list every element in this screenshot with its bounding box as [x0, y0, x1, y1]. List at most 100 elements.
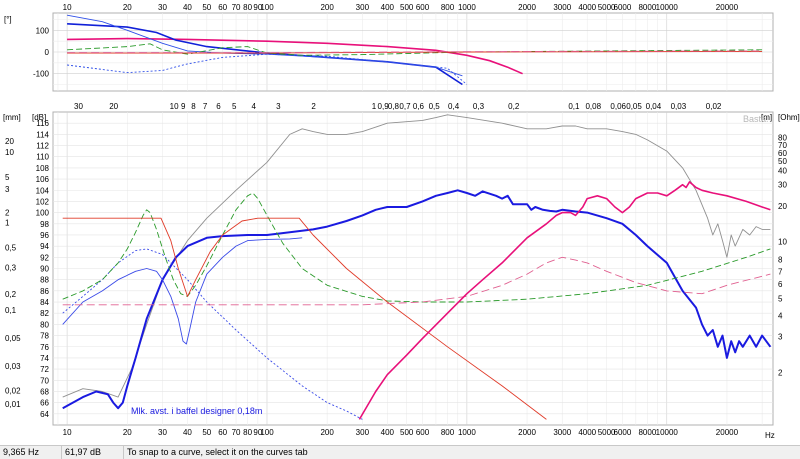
impedance-tick-label: 10 — [778, 238, 787, 247]
spl-tick-label: 102 — [36, 197, 50, 206]
frequency-tick-label: 500 — [400, 428, 414, 437]
impedance-tick-label: 60 — [778, 149, 787, 158]
magnitude-chart[interactable]: 1161141121101081061041021009896949290888… — [0, 100, 800, 445]
excursion-tick-label: 0,03 — [5, 362, 21, 371]
impedance-tick-label: 40 — [778, 167, 787, 176]
status-frequency: 9,365 Hz — [0, 446, 62, 459]
wavelength-axis-unit: [m] — [761, 113, 772, 122]
wavelength-tick-label: 8 — [191, 102, 196, 111]
wavelength-tick-label: 3 — [276, 102, 281, 111]
phase-x-tick-label: 500 — [400, 3, 414, 12]
phase-x-tick-label: 8000 — [638, 3, 656, 12]
frequency-tick-label: 3000 — [553, 428, 571, 437]
spl-tick-label: 98 — [40, 220, 49, 229]
wavelength-tick-label: 0,03 — [671, 102, 687, 111]
wavelength-tick-label: 0,04 — [646, 102, 662, 111]
wavelength-tick-label: 0,2 — [508, 102, 520, 111]
magnitude-series-red-thin — [62, 217, 547, 420]
frequency-tick-label: 60 — [218, 428, 227, 437]
frequency-tick-label: 600 — [416, 428, 430, 437]
phase-x-tick-label: 10 — [63, 3, 72, 12]
wavelength-tick-label: 1 — [372, 102, 377, 111]
phase-x-tick-label: 1000 — [458, 3, 476, 12]
spl-tick-label: 68 — [40, 387, 49, 396]
wavelength-tick-label: 0,9 — [378, 102, 390, 111]
wavelength-tick-label: 0,05 — [626, 102, 642, 111]
magnitude-grid — [53, 112, 773, 425]
wavelength-tick-label: 0,08 — [585, 102, 601, 111]
excursion-tick-label: 10 — [5, 148, 14, 157]
excursion-tick-label: 0,05 — [5, 334, 21, 343]
frequency-tick-label: 5000 — [598, 428, 616, 437]
excursion-tick-label: 0,1 — [5, 306, 17, 315]
status-level: 61,97 dB — [62, 446, 124, 459]
spl-tick-label: 84 — [40, 298, 49, 307]
excursion-tick-label: 0,3 — [5, 263, 17, 272]
phase-x-tick-label: 30 — [158, 3, 167, 12]
spl-tick-label: 72 — [40, 365, 49, 374]
frequency-tick-label: 40 — [183, 428, 192, 437]
excursion-tick-label: 2 — [5, 209, 10, 218]
frequency-tick-label: 10 — [63, 428, 72, 437]
x-axis-unit: Hz — [765, 431, 775, 440]
phase-x-tick-label: 10000 — [656, 3, 679, 12]
magnitude-series-blue-dotted — [62, 248, 363, 420]
magnitude-series-blue-thin — [62, 237, 303, 345]
magnitude-series-pink-dashed — [62, 256, 771, 306]
phase-series-pink-solid — [67, 37, 523, 75]
excursion-tick-label: 0,5 — [5, 243, 17, 252]
spl-axis-unit: [dB] — [32, 113, 46, 122]
phase-series-group — [67, 14, 763, 86]
frequency-tick-label: 50 — [202, 428, 211, 437]
wavelength-tick-label: 6 — [216, 102, 221, 111]
wavelength-tick-label: 2 — [311, 102, 316, 111]
magnitude-series-gray — [62, 114, 771, 398]
frequency-tick-label: 20000 — [716, 428, 739, 437]
wavelength-tick-label: 20 — [109, 102, 118, 111]
wavelength-tick-label: 9 — [181, 102, 186, 111]
frequency-tick-label: 800 — [441, 428, 455, 437]
spl-tick-label: 104 — [36, 186, 50, 195]
phase-x-tick-label: 6000 — [614, 3, 632, 12]
phase-x-tick-label: 4000 — [578, 3, 596, 12]
frequency-tick-label: 2000 — [518, 428, 536, 437]
impedance-tick-label: 50 — [778, 157, 787, 166]
wavelength-tick-label: 0,8 — [388, 102, 400, 111]
frequency-tick-label: 4000 — [578, 428, 596, 437]
phase-x-tick-label: 60 — [218, 3, 227, 12]
magnitude-series-blue-main — [62, 189, 772, 410]
spl-tick-label: 86 — [40, 287, 49, 296]
spl-tick-label: 82 — [40, 309, 49, 318]
wavelength-tick-label: 7 — [203, 102, 208, 111]
wavelength-tick-label: 10 — [170, 102, 179, 111]
excursion-tick-label: 5 — [5, 173, 10, 182]
phase-y-tick-label: -100 — [33, 70, 50, 79]
spl-tick-label: 64 — [40, 410, 49, 419]
magnitude-curves — [62, 114, 772, 420]
phase-series-red-thin — [67, 50, 763, 54]
wavelength-tick-label: 0,1 — [568, 102, 580, 111]
magnitude-axis-labels: 1161141121101081061041021009896949290888… — [5, 102, 787, 437]
spl-tick-label: 70 — [40, 376, 49, 385]
spl-tick-label: 90 — [40, 265, 49, 274]
spl-tick-label: 94 — [40, 242, 49, 251]
impedance-axis-unit: [Ohm] — [778, 113, 800, 122]
impedance-tick-label: 30 — [778, 181, 787, 190]
frequency-tick-label: 1000 — [458, 428, 476, 437]
phase-y-tick-label: 0 — [45, 48, 50, 57]
watermark-text: Basta! — [743, 114, 769, 124]
phase-series-blue-dotted — [67, 53, 468, 85]
phase-x-tick-label: 200 — [320, 3, 334, 12]
phase-x-tick-label: 20 — [123, 3, 132, 12]
spl-tick-label: 110 — [36, 153, 49, 162]
phase-x-tick-label: 90 — [253, 3, 262, 12]
frequency-tick-label: 400 — [381, 428, 395, 437]
phase-x-tick-label: 5000 — [598, 3, 616, 12]
excursion-tick-label: 0,02 — [5, 386, 21, 395]
spl-tick-label: 76 — [40, 343, 49, 352]
wavelength-tick-label: 0,7 — [399, 102, 411, 111]
excursion-axis-unit: [mm] — [3, 113, 21, 122]
